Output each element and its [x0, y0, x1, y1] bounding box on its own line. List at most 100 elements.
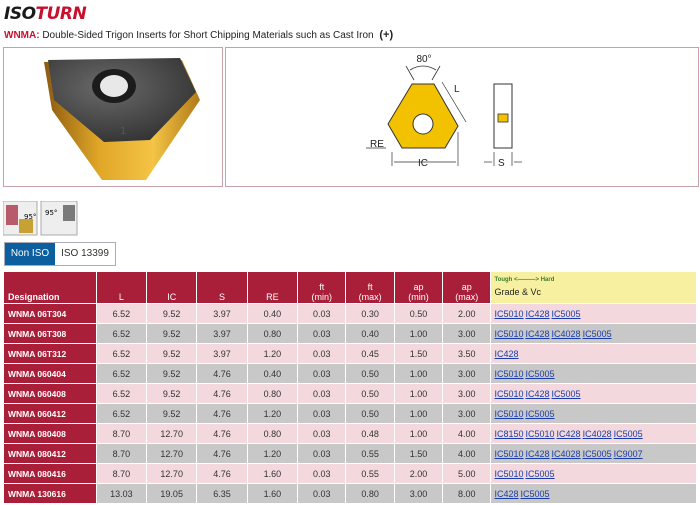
- value-cell: 4.76: [196, 363, 248, 384]
- grade-link[interactable]: IC5005: [551, 388, 581, 399]
- value-cell: 1.50: [393, 343, 444, 364]
- grade-link[interactable]: IC428: [525, 448, 550, 459]
- insert-mark-1: 1: [120, 126, 126, 137]
- grade-link[interactable]: IC5005: [551, 308, 581, 319]
- grade-cell: IC5010 IC428 IC4028 IC5005 IC9007: [490, 443, 697, 464]
- value-cell: 0.45: [345, 343, 395, 364]
- designation-cell: WNMA 06T308: [3, 323, 97, 344]
- grade-link[interactable]: IC428: [494, 348, 519, 359]
- value-cell: 6.52: [95, 343, 148, 364]
- table-row: WNMA 06T312 6.52 9.52 3.97 1.20 0.03 0.45 1.50 3…: [3, 343, 697, 364]
- table-body: WNMA 06T304 6.52 9.52 3.97 0.40 0.03 0.30 0.50 2…: [3, 303, 697, 504]
- grade-link[interactable]: IC5005: [582, 448, 612, 459]
- iscar-isoturn-logo: ISOTURN: [4, 4, 87, 24]
- grade-link[interactable]: IC5005: [525, 368, 555, 379]
- grade-link[interactable]: IC5005: [613, 428, 643, 439]
- grade-link[interactable]: IC5010: [494, 468, 524, 479]
- grade-link[interactable]: IC428: [494, 488, 519, 499]
- table-row: WNMA 080408 8.70 12.70 4.76 0.80 0.03 0.48 1.00…: [3, 423, 697, 444]
- value-cell: 3.97: [196, 323, 248, 344]
- table-header-row: Designation L IC S RE ft (min) ft (max) ap…: [3, 271, 697, 304]
- subtitle-text: Double-Sided Trigon Inserts for Short Ch…: [39, 30, 374, 41]
- grade-link[interactable]: IC5005: [582, 328, 612, 339]
- column-header: RE: [246, 271, 299, 304]
- grade-link[interactable]: IC428: [525, 328, 550, 339]
- grade-link[interactable]: IC428: [556, 428, 581, 439]
- value-cell: 0.50: [393, 303, 444, 324]
- value-cell: 12.70: [146, 443, 198, 464]
- value-cell: 0.80: [246, 423, 299, 444]
- value-cell: 0.03: [297, 323, 347, 344]
- value-cell: 13.03: [95, 483, 148, 504]
- value-cell: 9.52: [146, 323, 198, 344]
- value-cell: 9.52: [146, 363, 198, 384]
- column-header: ft (max): [345, 271, 395, 304]
- tab-iso-13399[interactable]: ISO 13399: [55, 243, 115, 265]
- grade-cell: IC5010 IC5005: [490, 463, 697, 484]
- designation-cell: WNMA 06T312: [3, 343, 97, 364]
- designation-cell: WNMA 080416: [3, 463, 97, 484]
- value-cell: 6.52: [95, 363, 148, 384]
- value-cell: 12.70: [146, 463, 198, 484]
- grade-link[interactable]: IC5010: [494, 448, 524, 459]
- grade-link[interactable]: IC5005: [520, 488, 550, 499]
- value-cell: 6.35: [196, 483, 248, 504]
- column-header: ft (min): [297, 271, 347, 304]
- value-cell: 9.52: [146, 403, 198, 424]
- value-cell: 9.52: [146, 303, 198, 324]
- grade-link[interactable]: IC428: [525, 388, 550, 399]
- designation-cell: WNMA 060404: [3, 363, 97, 384]
- grade-link[interactable]: IC5005: [525, 408, 555, 419]
- grade-cell: IC5010 IC428 IC5005: [490, 383, 697, 404]
- table-row: WNMA 080416 8.70 12.70 4.76 1.60 0.03 0.55 2.00…: [3, 463, 697, 484]
- designation-cell: WNMA 060408: [3, 383, 97, 404]
- designation-cell: WNMA 130616: [3, 483, 97, 504]
- value-cell: 6.52: [95, 403, 148, 424]
- grade-link[interactable]: IC4028: [551, 448, 581, 459]
- grade-link[interactable]: IC5010: [494, 368, 524, 379]
- value-cell: 4.76: [196, 403, 248, 424]
- grade-cell: IC428 IC5005: [490, 483, 697, 504]
- value-cell: 3.00: [442, 383, 492, 404]
- grade-link[interactable]: IC5010: [494, 408, 524, 419]
- plus-icon[interactable]: (+): [379, 29, 394, 41]
- grade-link[interactable]: IC4028: [551, 328, 581, 339]
- table-row: WNMA 06T308 6.52 9.52 3.97 0.80 0.03 0.40 1.00 3…: [3, 323, 697, 344]
- insert-specifications-table: Designation L IC S RE ft (min) ft (max) ap…: [3, 271, 697, 504]
- grade-link[interactable]: IC8150: [494, 428, 524, 439]
- column-header: IC: [146, 271, 198, 304]
- tab-non-iso[interactable]: Non ISO: [5, 243, 55, 265]
- value-cell: 1.50: [393, 443, 444, 464]
- grade-header: Tough <———> Hard Grade & Vc: [490, 271, 697, 304]
- grade-link[interactable]: IC5005: [525, 468, 555, 479]
- grade-link[interactable]: IC5010: [494, 328, 524, 339]
- value-cell: 0.03: [297, 423, 347, 444]
- grade-link[interactable]: IC428: [525, 308, 550, 319]
- value-cell: 4.00: [442, 443, 492, 464]
- inscribed-circle-label: IC: [418, 158, 428, 169]
- value-cell: 6.52: [95, 303, 148, 324]
- grade-link[interactable]: IC5010: [494, 308, 524, 319]
- grade-link[interactable]: IC4028: [582, 428, 612, 439]
- value-cell: 3.00: [442, 403, 492, 424]
- grade-cell: IC5010 IC428 IC5005: [490, 303, 697, 324]
- grade-link[interactable]: IC5010: [494, 388, 524, 399]
- designation-cell: WNMA 06T304: [3, 303, 97, 324]
- value-cell: 3.97: [196, 343, 248, 364]
- value-cell: 0.03: [297, 463, 347, 484]
- value-cell: 0.50: [345, 363, 395, 384]
- value-cell: 0.40: [246, 303, 299, 324]
- value-cell: 0.55: [345, 443, 395, 464]
- insert-photo: 10 1: [44, 58, 200, 180]
- grade-link[interactable]: IC9007: [613, 448, 643, 459]
- value-cell: 19.05: [146, 483, 198, 504]
- value-cell: 0.03: [297, 403, 347, 424]
- grade-link[interactable]: IC5010: [525, 428, 555, 439]
- page-subtitle: WNMA: Double-Sided Trigon Inserts for Sh…: [4, 29, 393, 42]
- thickness-label: S: [498, 158, 505, 169]
- application-icons: 95° 95°: [2, 200, 79, 242]
- value-cell: 0.03: [297, 343, 347, 364]
- value-cell: 2.00: [442, 303, 492, 324]
- value-cell: 0.03: [297, 483, 347, 504]
- length-label: L: [454, 84, 460, 95]
